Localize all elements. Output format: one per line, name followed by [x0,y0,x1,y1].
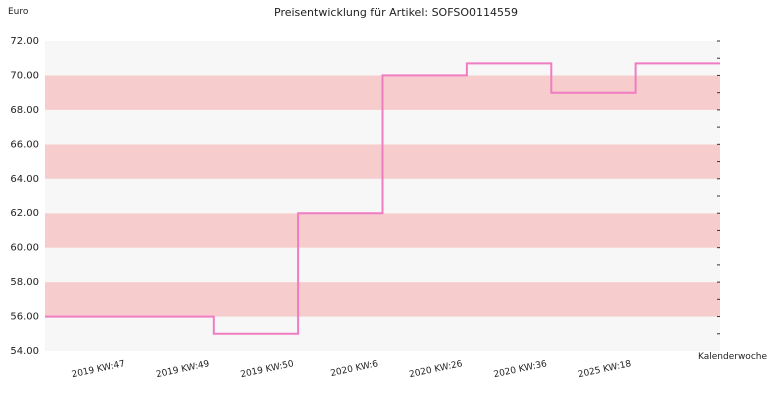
band [45,282,720,317]
y-tick-label: 72.00 [10,36,39,47]
x-axis: 2019 KW:47 2019 KW:49 2019 KW:50 2020 KW:6 2… [71,359,633,380]
price-line [45,62,720,335]
y-tick-label: 66.00 [10,139,39,150]
band [45,247,720,283]
x-tick-label: 2019 KW:49 [155,359,210,380]
chart-title: Preisentwicklung für Artikel: SOFSO01145… [274,6,518,19]
x-tick-label: 2020 KW:26 [408,359,463,380]
x-tick-label: 2020 KW:36 [493,359,548,380]
y-tick-label: 56.00 [10,312,39,323]
x-tick-label: 2020 KW:6 [330,359,380,379]
band [45,213,720,248]
y-tick-label: 62.00 [10,208,39,219]
y-tick-label: 60.00 [10,243,39,254]
x-tick-label: 2019 KW:50 [240,359,295,380]
y-tick-label: 54.00 [10,346,39,357]
y-tick-label: 64.00 [10,174,39,185]
band [45,316,720,351]
x-tick-label: 2019 KW:47 [71,359,126,380]
right-ticks [717,40,720,335]
x-axis-label: Kalenderwoche [698,352,767,362]
y-tick-label: 68.00 [10,105,39,116]
y-axis-label: Euro [8,7,29,17]
y-axis: 54.00 56.00 58.00 60.00 62.00 64.00 66.00 68.00… [10,36,39,357]
price-series [45,62,720,335]
y-tick-label: 58.00 [10,277,39,288]
y-tick-label: 70.00 [10,70,39,81]
band [45,41,720,76]
x-tick-label: 2025 KW:18 [577,359,632,380]
